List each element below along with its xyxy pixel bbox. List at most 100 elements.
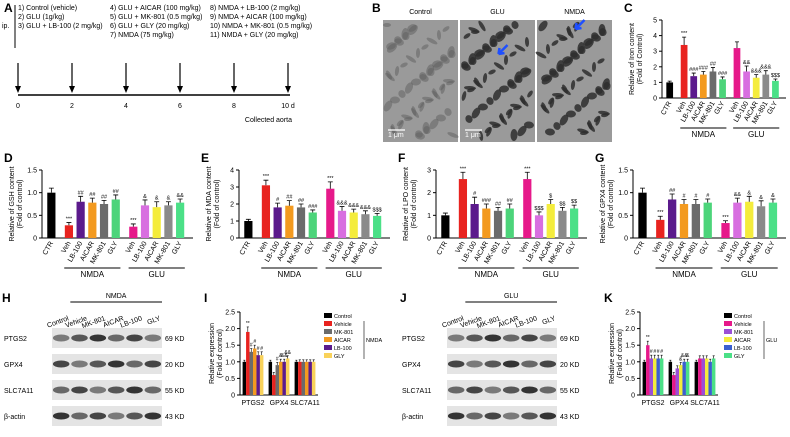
texture [478,103,488,111]
significance: $$$ [534,206,543,212]
texture [545,128,555,136]
band [447,386,465,394]
legend-label: Control [734,314,752,320]
bar [482,208,491,238]
texture [591,32,599,40]
x-tick-label: GLY [713,100,726,115]
band [521,412,538,420]
texture [398,90,406,98]
texture [386,70,392,80]
significance: $$ [559,201,565,207]
bar [679,204,689,238]
y-tick-label: 0 [427,236,431,243]
y-tick-label: 1.0 [618,190,628,197]
y-axis-label: Relative of MDA content [206,166,213,241]
bar [164,205,173,238]
y-tick-label: 0 [231,393,235,400]
error-bar [460,171,466,180]
significance: # [694,193,698,199]
y-tick-label: 0.5 [618,213,628,220]
y-tick-label: 2 [427,190,431,197]
texture [552,92,564,98]
bar [268,361,273,395]
significance: $$ [571,199,577,205]
y-tick-label: 4 [230,168,234,175]
band [466,386,483,394]
texture [390,124,396,134]
texture [580,96,590,108]
error-bar [758,200,764,207]
significance: *** [460,166,467,172]
significance: # [657,349,660,355]
texture [535,51,547,59]
y-axis-label: (Fold of Control) [637,34,644,85]
texture [482,43,490,51]
group-label: GLU [741,270,758,279]
y-tick-label: 2.5 [625,310,635,317]
error-bar [154,201,160,208]
y-tick-label: 0.5 [225,376,235,383]
band [447,360,465,368]
legend-swatch [724,345,732,350]
error-bar [362,210,368,215]
band [144,386,162,394]
bar [373,215,382,238]
bar [361,214,370,238]
error-bar [339,206,345,211]
error-bar [524,171,530,180]
bar [140,205,150,238]
texture [422,96,434,102]
error-bar [472,196,478,204]
texture [404,82,414,94]
x-tick-label: CTR [42,241,55,257]
panel-letter: H [2,291,11,305]
texture [551,40,559,46]
texture [417,101,425,109]
error-bar [272,372,275,376]
legend-label: AICAR [734,338,751,344]
texture [541,102,547,112]
band [71,360,88,368]
error-bar [89,197,95,203]
bar [88,202,97,238]
significance: # [473,191,477,197]
texture [510,103,522,109]
group-label: GLU [748,130,765,139]
texture [566,110,576,118]
bar [762,74,770,98]
band [107,360,125,368]
arrow [497,44,509,56]
blot-strip [52,354,162,374]
band [89,412,107,420]
treatment: 10) NMDA + MK-801 (0.5 mg/kg) [210,23,312,30]
day-label: 10 d [281,103,295,110]
x-tick-label: GLY [304,240,317,255]
band [107,386,125,394]
bar [570,208,579,238]
bar [667,199,677,238]
texture [419,72,427,80]
significance: $$$ [373,207,382,213]
bar [275,365,279,395]
band [52,386,70,394]
texture [570,80,576,90]
significance: & [679,356,683,362]
texture [463,33,471,39]
legend-label: MK-801 [734,330,753,336]
texture [478,20,486,32]
x-tick-label: PTGS2 [242,400,265,407]
blot-group: NMDA [106,293,127,300]
bar [273,207,282,238]
treatment: 6) GLU + GLY (20 mg/kg) [110,23,189,30]
band [466,412,483,420]
arrow-head [285,86,291,93]
texture [505,108,513,116]
significance: # [706,193,710,199]
band [539,412,557,420]
bar [285,205,294,238]
texture [583,38,593,46]
bar [47,192,56,238]
bar [311,361,316,395]
x-tick-label: SLC7A11 [690,400,720,407]
